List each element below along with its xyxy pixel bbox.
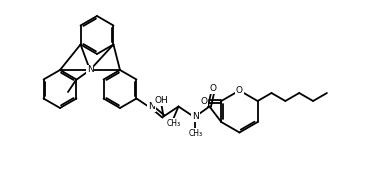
- Text: OH: OH: [154, 96, 168, 105]
- Text: O: O: [201, 96, 208, 106]
- Text: N: N: [192, 112, 199, 121]
- Text: N: N: [86, 66, 93, 74]
- Text: CH₃: CH₃: [166, 119, 181, 128]
- Text: N: N: [148, 102, 155, 111]
- Text: CH₃: CH₃: [188, 129, 203, 138]
- Text: O: O: [236, 86, 243, 95]
- Text: O: O: [210, 84, 217, 93]
